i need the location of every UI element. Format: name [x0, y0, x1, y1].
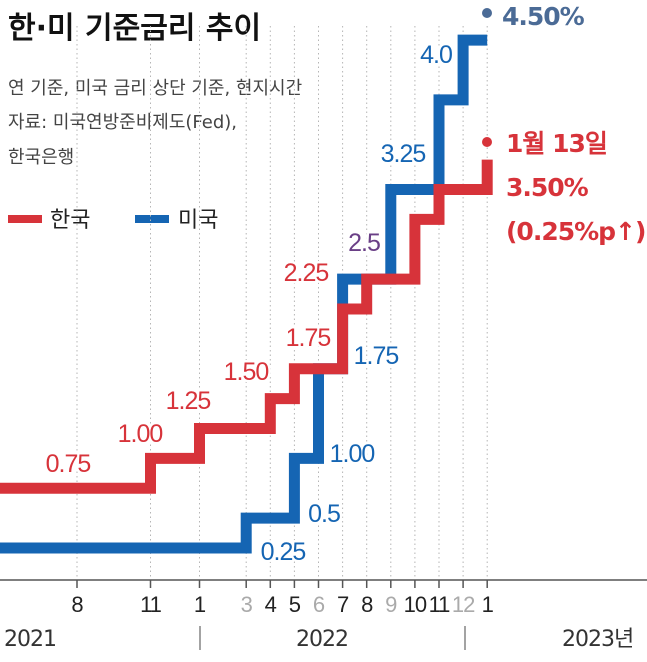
korea-final-change: (0.25%p↑) — [506, 217, 645, 246]
legend-label-korea: 한국 — [50, 208, 90, 233]
korea-final-date: 1월 13일 — [506, 129, 607, 158]
x-tick-label-5: 5 — [289, 592, 301, 617]
us-value-label-1: 0.25 — [261, 538, 306, 566]
note-line-3: 한국은행 — [8, 147, 74, 168]
us-value-label-2: 0.5 — [308, 500, 340, 528]
korea-series — [0, 159, 493, 494]
kr-value-label-1: 1.00 — [118, 420, 163, 448]
legend-label-us: 미국 — [178, 208, 218, 233]
x-tick-marks — [76, 580, 488, 588]
korea-step-line — [0, 159, 493, 494]
x-tick-label-1: 11 — [140, 592, 162, 617]
x-tick-label-11: 11 — [429, 592, 451, 617]
us-final-value: 4.50% — [502, 2, 585, 31]
year-label-2022: 2022 — [296, 627, 348, 652]
x-tick-label-0: 8 — [71, 592, 83, 617]
korea-final-value: 3.50% — [506, 173, 589, 202]
us-value-label-3: 1.00 — [330, 440, 375, 468]
x-tick-labels: 8 11 1 3 4 5 6 7 8 9 10 11 12 1 — [71, 592, 494, 617]
x-tick-label-10: 10 — [404, 592, 427, 617]
note-line-1: 연 기준, 미국 금리 상단 기준, 현지시간 — [8, 78, 302, 99]
value-labels: 0.751.001.251.501.752.250.250.51.001.752… — [43, 39, 455, 569]
x-tick-label-13: 1 — [482, 592, 494, 617]
note-line-2: 자료: 미국연방준비제도(Fed), — [8, 112, 237, 133]
korea-end-dot — [482, 137, 492, 147]
month-guides — [76, 26, 488, 580]
us-value-label-4: 1.75 — [354, 342, 399, 370]
chart-title: 한·미 기준금리 추이 — [8, 11, 261, 46]
x-tick-label-12: 12 — [452, 592, 475, 617]
year-label-2021: 2021 — [4, 627, 56, 652]
us-end-dot — [482, 8, 492, 18]
x-tick-label-3: 3 — [241, 592, 253, 617]
kr-value-label-3: 1.50 — [224, 358, 269, 386]
legend: 한국 미국 — [8, 208, 218, 233]
x-tick-label-8: 8 — [361, 592, 373, 617]
x-tick-label-2: 1 — [194, 592, 206, 617]
x-tick-label-4: 4 — [265, 592, 277, 617]
x-tick-label-7: 7 — [337, 592, 349, 617]
kr-value-label-2: 1.25 — [166, 387, 211, 415]
year-label-2023: 2023년 — [562, 627, 633, 652]
x-tick-label-6: 6 — [313, 592, 325, 617]
kr-value-label-5: 2.25 — [284, 259, 329, 287]
us-value-label-5: 2.5 — [348, 229, 380, 257]
kr-value-label-4: 1.75 — [286, 324, 331, 352]
us-value-label-7: 4.0 — [420, 41, 452, 69]
us-value-label-6: 3.25 — [381, 140, 426, 168]
kr-value-label-0: 0.75 — [46, 450, 91, 478]
x-tick-label-9: 9 — [385, 592, 397, 617]
